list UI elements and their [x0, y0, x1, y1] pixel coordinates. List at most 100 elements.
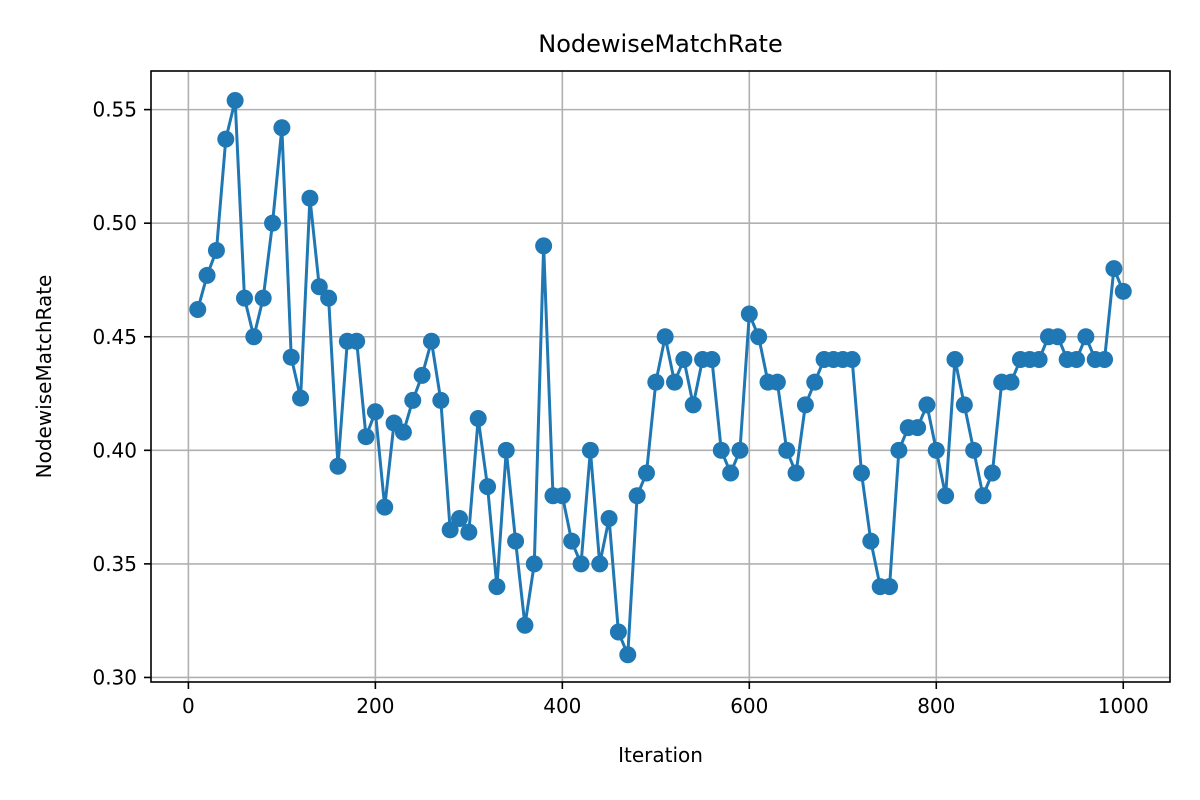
- data-point: [647, 373, 665, 391]
- x-axis-label: Iteration: [618, 743, 703, 767]
- data-point: [1049, 328, 1067, 346]
- y-tick-label: 0.55: [92, 98, 137, 122]
- x-tick-label: 0: [182, 694, 195, 718]
- y-tick-label: 0.35: [92, 552, 137, 576]
- data-point: [806, 373, 824, 391]
- data-point: [927, 441, 945, 459]
- y-tick-label: 0.30: [92, 665, 137, 689]
- data-point: [217, 130, 235, 148]
- data-point: [235, 289, 253, 307]
- data-point: [357, 428, 375, 446]
- data-point: [666, 373, 684, 391]
- data-point: [348, 332, 366, 350]
- data-point: [1068, 350, 1086, 368]
- x-tick-label: 400: [543, 694, 581, 718]
- data-point: [955, 396, 973, 414]
- data-point: [282, 348, 300, 366]
- x-tick-label: 600: [730, 694, 768, 718]
- data-point: [301, 189, 319, 207]
- data-point: [1105, 260, 1123, 278]
- data-point: [451, 509, 468, 527]
- data-point: [722, 464, 740, 482]
- data-point: [189, 300, 207, 318]
- data-point: [909, 419, 927, 437]
- data-point: [469, 410, 487, 428]
- data-point: [918, 396, 936, 414]
- data-point: [376, 498, 394, 516]
- data-point: [983, 464, 1001, 482]
- data-point: [394, 423, 412, 441]
- data-point: [768, 373, 786, 391]
- data-point: [1114, 282, 1132, 300]
- data-point: [750, 328, 768, 346]
- data-point: [609, 623, 627, 641]
- data-point: [525, 555, 543, 573]
- data-point: [703, 350, 721, 368]
- data-point: [535, 237, 553, 255]
- data-point: [245, 328, 263, 346]
- data-point: [1077, 328, 1095, 346]
- data-point: [479, 478, 497, 496]
- data-point: [965, 441, 983, 459]
- data-point: [731, 441, 749, 459]
- data-point: [441, 521, 459, 539]
- data-point: [254, 289, 272, 307]
- data-point: [796, 396, 814, 414]
- y-tick-label: 0.50: [92, 211, 137, 235]
- data-point: [1096, 350, 1114, 368]
- grid: [151, 71, 1170, 682]
- data-point: [310, 278, 328, 296]
- y-tick-label: 0.45: [92, 325, 137, 349]
- series-layer: [189, 92, 1132, 664]
- data-point: [619, 646, 637, 664]
- data-point: [712, 441, 730, 459]
- data-point: [516, 616, 534, 634]
- data-point: [600, 509, 618, 527]
- data-point: [1030, 350, 1048, 368]
- data-point: [637, 464, 655, 482]
- data-point: [226, 92, 244, 110]
- data-point: [366, 403, 384, 421]
- data-point: [974, 487, 992, 505]
- y-tick-label: 0.40: [92, 438, 137, 462]
- plot-area-frame: [150, 70, 1171, 683]
- data-point: [563, 532, 581, 550]
- x-tick-label: 800: [917, 694, 955, 718]
- data-point: [404, 391, 422, 409]
- data-point: [675, 350, 693, 368]
- data-point: [946, 350, 964, 368]
- data-point: [843, 350, 861, 368]
- data-point: [1002, 373, 1020, 391]
- data-point: [740, 305, 758, 323]
- x-tick-label: 200: [356, 694, 394, 718]
- data-point: [890, 441, 908, 459]
- data-point: [422, 332, 440, 350]
- data-point: [853, 464, 870, 482]
- data-point: [329, 457, 347, 475]
- data-point: [488, 578, 506, 596]
- data-point: [581, 441, 599, 459]
- data-point: [460, 523, 478, 541]
- y-axis-label: NodewiseMatchRate: [32, 275, 56, 479]
- data-point: [862, 532, 880, 550]
- data-point: [497, 441, 515, 459]
- data-point: [937, 487, 955, 505]
- data-point: [787, 464, 805, 482]
- data-point: [572, 555, 590, 573]
- data-point: [656, 328, 674, 346]
- data-point: [628, 487, 646, 505]
- data-point: [320, 289, 338, 307]
- data-point: [591, 555, 609, 573]
- data-point: [507, 532, 525, 550]
- data-point: [413, 366, 431, 384]
- data-point: [881, 578, 899, 596]
- data-point: [292, 389, 310, 407]
- ticks: 0 200 400 600 800 1000 0.30 0.35 0.40 0.45 0.50 0.5…: [92, 98, 1148, 718]
- data-point: [264, 214, 282, 232]
- x-tick-label: 1000: [1098, 694, 1149, 718]
- data-point: [684, 396, 702, 414]
- data-point: [778, 441, 796, 459]
- data-point: [207, 241, 225, 259]
